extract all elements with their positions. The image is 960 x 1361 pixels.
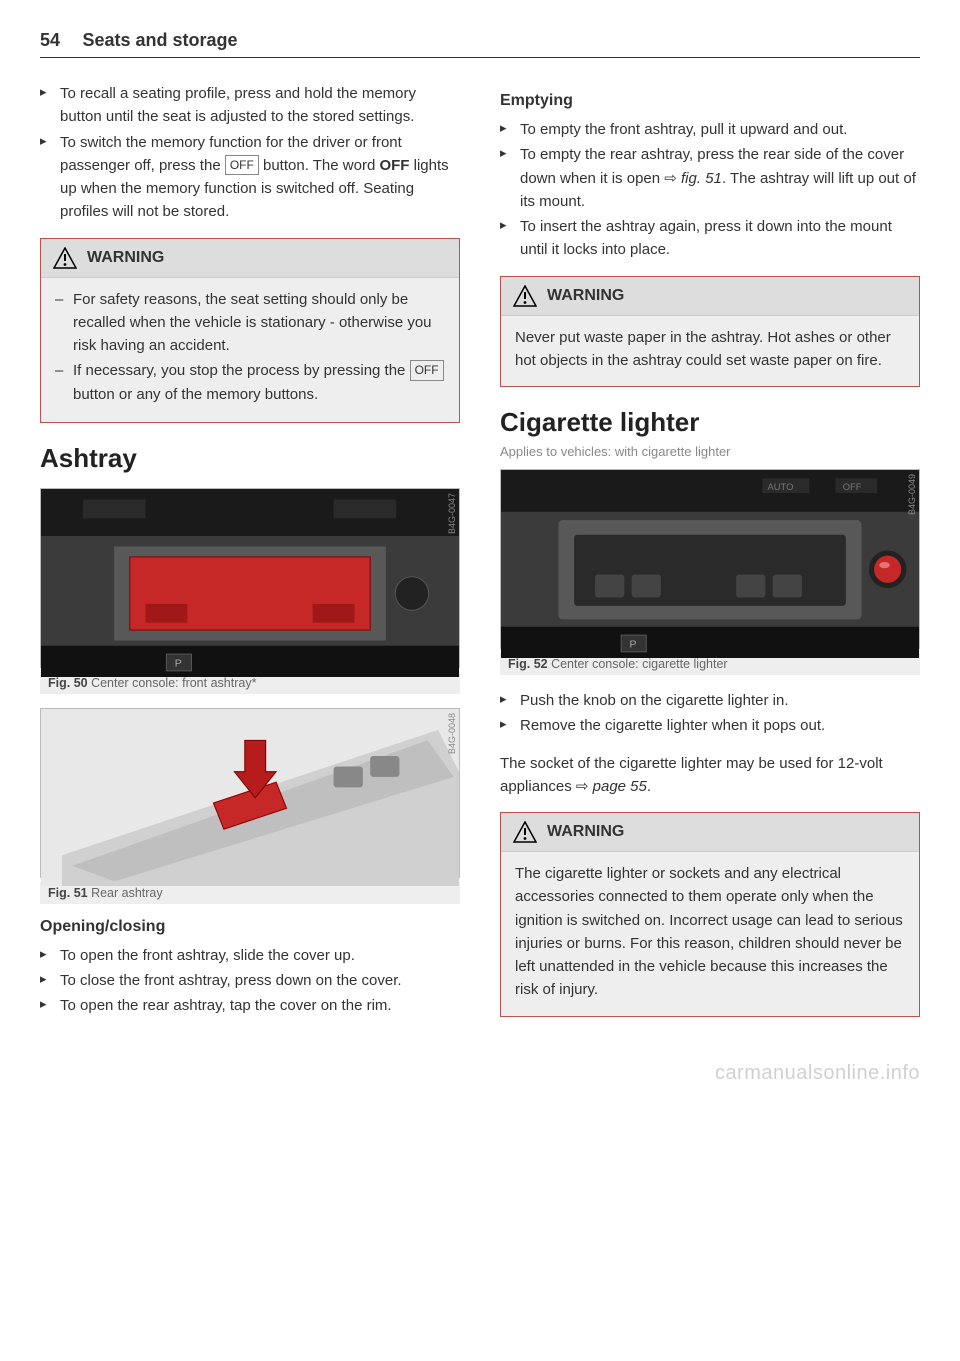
warning-body: Never put waste paper in the ashtray. Ho… <box>501 316 919 387</box>
warning-triangle-icon <box>53 247 77 269</box>
off-key-icon: OFF <box>410 360 444 381</box>
lighter-bullets: Push the knob on the cigarette lighter i… <box>500 689 920 738</box>
figure-50: B4G-0047 P <box>40 488 460 668</box>
fig-text: Rear ashtray <box>91 886 163 900</box>
lighter-paragraph: The socket of the cigarette lighter may … <box>500 752 920 799</box>
fig-text: Center console: front ashtray* <box>91 676 256 690</box>
warning-text: For safety reasons, the seat setting sho… <box>73 291 432 355</box>
emptying-bullets: To empty the front ashtray, pull it upwa… <box>500 118 920 262</box>
section-title-lighter: Cigarette lighter <box>500 407 920 438</box>
bullet-text: Remove the cigarette lighter when it pop… <box>520 717 825 734</box>
applies-note: Applies to vehicles: with cigarette ligh… <box>500 444 920 459</box>
warning-item: For safety reasons, the seat setting sho… <box>55 288 445 358</box>
figure-51: B4G-0048 <box>40 708 460 878</box>
figure-52: B4G-0049 AUTO OFF P <box>500 469 920 649</box>
off-key-icon: OFF <box>225 155 259 176</box>
bullet-item: To close the front ashtray, press down o… <box>40 969 460 992</box>
warning-title: WARNING <box>87 249 164 267</box>
right-column: Emptying To empty the front ashtray, pul… <box>500 82 920 1037</box>
warning-title: WARNING <box>547 823 624 841</box>
warning-box: WARNING The cigarette lighter or sockets… <box>500 812 920 1017</box>
page-title: Seats and storage <box>82 30 237 50</box>
warning-box: WARNING Never put waste paper in the ash… <box>500 276 920 388</box>
opening-bullets: To open the front ashtray, slide the cov… <box>40 944 460 1018</box>
bullet-item: To switch the memory function for the dr… <box>40 131 460 224</box>
page-header: 54 Seats and storage <box>40 30 920 58</box>
warning-triangle-icon <box>513 285 537 307</box>
warning-body: The cigarette lighter or sockets and any… <box>501 852 919 1016</box>
section-title-ashtray: Ashtray <box>40 443 460 474</box>
page-number: 54 <box>40 30 60 50</box>
bullet-text: To empty the front ashtray, pull it upwa… <box>520 121 847 138</box>
left-column: To recall a seating profile, press and h… <box>40 82 460 1037</box>
warning-header: WARNING <box>501 277 919 316</box>
bullet-item: To open the rear ashtray, tap the cover … <box>40 994 460 1017</box>
intro-bullets: To recall a seating profile, press and h… <box>40 82 460 224</box>
bullet-text: To close the front ashtray, press down o… <box>60 972 402 989</box>
image-code: B4G-0048 <box>447 713 457 754</box>
emptying-head: Emptying <box>500 92 920 110</box>
content-columns: To recall a seating profile, press and h… <box>40 82 920 1037</box>
svg-text:AUTO: AUTO <box>767 481 793 492</box>
opening-closing-head: Opening/closing <box>40 918 460 936</box>
image-code: B4G-0047 <box>447 493 457 534</box>
bullet-item: Remove the cigarette lighter when it pop… <box>500 714 920 737</box>
bullet-item: To recall a seating profile, press and h… <box>40 82 460 129</box>
svg-text:P: P <box>175 658 182 669</box>
warning-box: WARNING For safety reasons, the seat set… <box>40 238 460 423</box>
bullet-text: To insert the ashtray again, press it do… <box>520 218 892 258</box>
bullet-item: To empty the rear ashtray, press the rea… <box>500 143 920 213</box>
fig-label: Fig. 50 <box>48 676 88 690</box>
warning-header: WARNING <box>41 239 459 278</box>
warning-header: WARNING <box>501 813 919 852</box>
bullet-text: To recall a seating profile, press and h… <box>60 85 416 125</box>
warning-triangle-icon <box>513 821 537 843</box>
bullet-text: To open the rear ashtray, tap the cover … <box>60 997 392 1014</box>
bullet-item: To open the front ashtray, slide the cov… <box>40 944 460 967</box>
watermark: carmanualsonline.info <box>715 1062 920 1085</box>
warning-item: If necessary, you stop the process by pr… <box>55 359 445 406</box>
svg-text:P: P <box>630 640 637 651</box>
bullet-item: To insert the ashtray again, press it do… <box>500 215 920 262</box>
fig-text: Center console: cigarette lighter <box>551 657 727 671</box>
bullet-item: To empty the front ashtray, pull it upwa… <box>500 118 920 141</box>
fig-label: Fig. 52 <box>508 657 548 671</box>
bullet-text: To open the front ashtray, slide the cov… <box>60 947 355 964</box>
fig-label: Fig. 51 <box>48 886 88 900</box>
bullet-text: Push the knob on the cigarette lighter i… <box>520 692 789 709</box>
image-code: B4G-0049 <box>907 474 917 515</box>
warning-title: WARNING <box>547 287 624 305</box>
bullet-item: Push the knob on the cigarette lighter i… <box>500 689 920 712</box>
svg-text:OFF: OFF <box>843 481 862 492</box>
warning-body: For safety reasons, the seat setting sho… <box>41 278 459 422</box>
